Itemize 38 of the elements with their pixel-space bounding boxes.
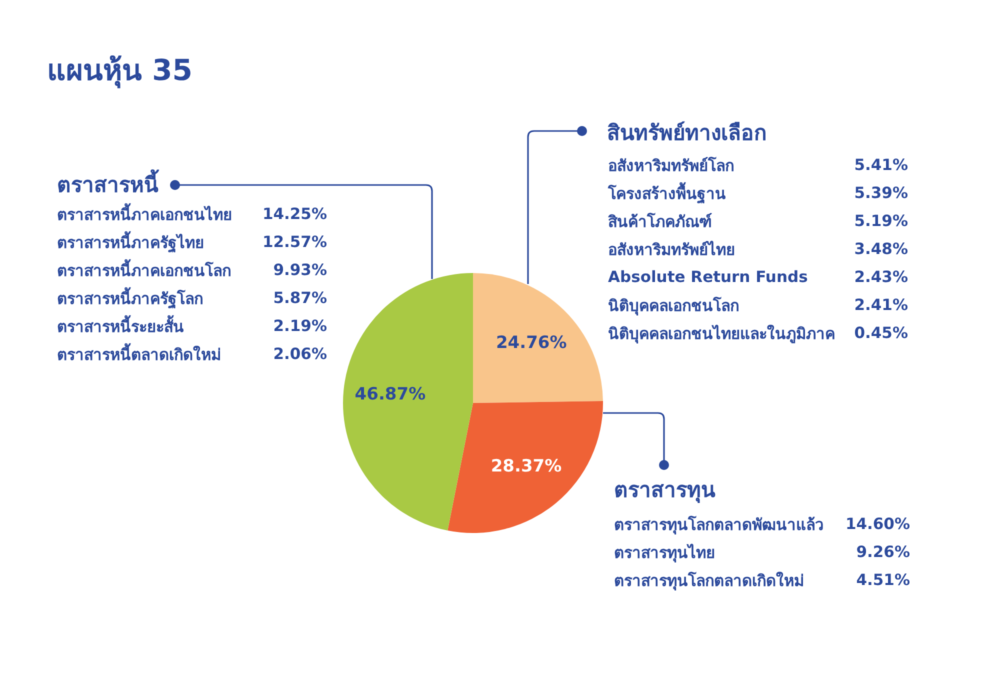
data-label: 5.19% <box>854 212 908 230</box>
category-label: ตราสารทุนโลกตลาดพัฒนาแล้ว <box>614 514 824 536</box>
data-label: 14.25% <box>262 205 327 223</box>
data-label: 28.37% <box>490 456 562 476</box>
data-label: 0.45% <box>854 324 908 342</box>
data-label: 24.76% <box>496 333 567 354</box>
data-label: 2.19% <box>273 317 327 335</box>
category-label: อสังหาริมทรัพย์ไทย <box>608 240 735 260</box>
data-label: 2.41% <box>854 296 908 314</box>
slice-label: ตราสารทุน <box>614 478 715 502</box>
data-label: 5.41% <box>854 156 908 174</box>
data-label: 46.87% <box>354 384 426 404</box>
data-label: 12.57% <box>262 233 327 251</box>
data-label: 3.48% <box>854 240 908 258</box>
data-label: 9.93% <box>273 261 327 279</box>
category-label: อสังหาริมทรัพย์โลก <box>608 156 734 176</box>
slice-label: สินทรัพย์ทางเลือก <box>607 121 767 145</box>
category-label: ตราสารทุนไทย <box>614 542 715 564</box>
category-label: นิติบุคคลเอกชนไทยและในภูมิภาค <box>608 324 835 346</box>
category-label: ตราสารหนี้ระยะสั้น <box>57 314 184 338</box>
category-label: ตราสารทุนโลกตลาดเกิดใหม่ <box>614 570 804 592</box>
data-label: 14.60% <box>845 515 910 533</box>
data-label: 2.06% <box>273 345 327 363</box>
category-label: ตราสารหนี้ตลาดเกิดใหม่ <box>57 342 221 366</box>
category-label: โครงสร้างพื้นฐาน <box>608 181 726 206</box>
data-label: 4.51% <box>856 571 910 589</box>
category-label: Absolute Return Funds <box>608 268 808 286</box>
category-label: ตราสารหนี้ภาคเอกชนโลก <box>57 258 231 282</box>
category-label: ตราสารหนี้ภาครัฐไทย <box>57 230 204 254</box>
data-label: 2.43% <box>854 268 908 286</box>
data-label: 5.87% <box>273 289 327 307</box>
category-label: นิติบุคคลเอกชนโลก <box>608 296 739 318</box>
data-label: 9.26% <box>856 543 910 561</box>
category-label: สินค้าโภคภัณฑ์ <box>608 212 712 232</box>
category-label: ตราสารหนี้ภาครัฐโลก <box>57 286 203 310</box>
data-label: 5.39% <box>854 184 908 202</box>
chart-title: แผนหุ้น 35 <box>47 53 192 87</box>
category-label: ตราสารหนี้ภาคเอกชนไทย <box>57 202 232 226</box>
